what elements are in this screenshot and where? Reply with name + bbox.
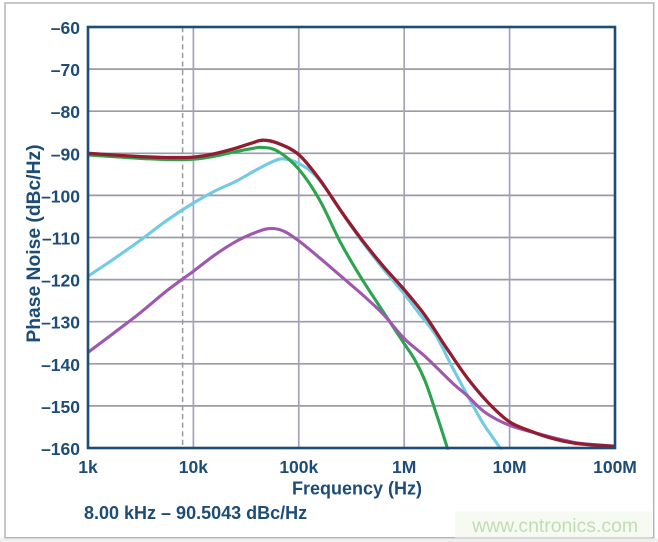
svg-text:1k: 1k [78, 457, 98, 477]
svg-text:Phase Noise (dBc/Hz): Phase Noise (dBc/Hz) [24, 144, 45, 342]
svg-text:100k: 100k [279, 457, 318, 477]
svg-text:–120: –120 [41, 271, 80, 291]
svg-text:–140: –140 [41, 355, 80, 375]
svg-text:–110: –110 [42, 229, 80, 249]
svg-text:1M: 1M [392, 457, 416, 477]
svg-text:www.cntronics.com: www.cntronics.com [471, 515, 638, 537]
svg-text:–90: –90 [51, 144, 80, 164]
svg-text:10M: 10M [493, 457, 527, 477]
svg-text:10k: 10k [179, 457, 208, 477]
svg-text:–160: –160 [41, 439, 80, 459]
svg-text:100M: 100M [593, 457, 637, 477]
svg-text:8.00 kHz – 90.5043 dBc/Hz: 8.00 kHz – 90.5043 dBc/Hz [84, 503, 307, 523]
svg-text:–60: –60 [51, 18, 80, 38]
svg-text:–70: –70 [51, 60, 80, 80]
svg-text:–80: –80 [51, 102, 80, 122]
svg-text:–150: –150 [41, 397, 80, 417]
svg-text:Frequency (Hz): Frequency (Hz) [292, 479, 422, 499]
svg-text:–130: –130 [41, 313, 80, 333]
svg-text:–100: –100 [41, 186, 80, 206]
